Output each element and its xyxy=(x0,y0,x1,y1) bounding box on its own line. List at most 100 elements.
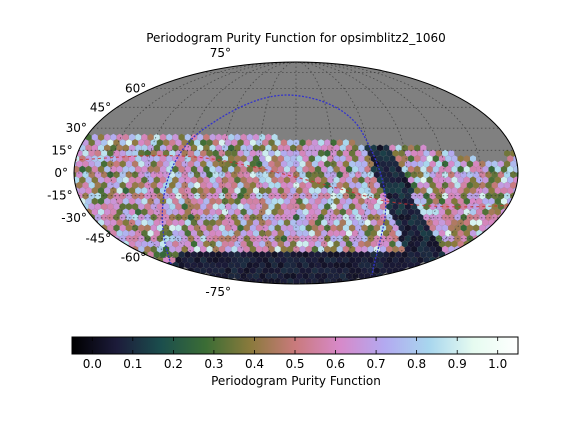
map-cell xyxy=(200,203,207,211)
map-cell xyxy=(299,139,306,147)
map-cell xyxy=(249,256,256,264)
map-cell xyxy=(274,203,281,211)
map-cell xyxy=(349,267,356,275)
map-cell xyxy=(132,149,139,157)
map-cell xyxy=(104,197,111,205)
map-cell xyxy=(308,251,315,259)
map-cell xyxy=(302,229,309,237)
map-cell xyxy=(107,224,114,232)
map-cell xyxy=(101,203,108,211)
map-cell xyxy=(445,165,452,173)
map-cell xyxy=(191,229,197,237)
map-cell xyxy=(296,187,303,195)
map-cell xyxy=(302,272,309,280)
map-cell xyxy=(98,165,104,173)
map-cell xyxy=(212,139,219,147)
map-cell xyxy=(448,149,455,157)
map-cell xyxy=(271,197,278,205)
map-cell xyxy=(243,139,250,147)
map-cell xyxy=(287,171,294,179)
map-cell xyxy=(110,187,117,195)
map-cell xyxy=(383,251,390,259)
map-cell xyxy=(206,160,213,168)
map-cell xyxy=(445,155,452,163)
map-cell xyxy=(311,203,318,211)
map-cell xyxy=(355,267,362,275)
map-cell xyxy=(122,176,129,184)
map-cell xyxy=(153,240,160,248)
map-cell xyxy=(432,176,439,184)
map-cell xyxy=(432,155,439,163)
map-cell xyxy=(476,208,483,216)
map-cell xyxy=(327,261,334,269)
map-cell xyxy=(318,224,325,232)
map-cell xyxy=(104,208,111,216)
map-cell xyxy=(355,160,362,168)
map-cell xyxy=(398,213,405,221)
map-cell xyxy=(138,192,145,200)
map-cell xyxy=(414,155,421,163)
map-cell xyxy=(439,229,445,237)
map-cell xyxy=(197,197,204,205)
map-cell xyxy=(463,197,470,205)
map-cell xyxy=(156,213,163,221)
map-cell xyxy=(318,192,325,200)
map-cell xyxy=(318,213,325,221)
map-cell xyxy=(355,171,362,179)
map-cell xyxy=(330,203,337,211)
map-cell xyxy=(194,181,201,189)
map-cell xyxy=(336,213,343,221)
map-cell xyxy=(318,139,325,147)
map-cell xyxy=(370,240,377,248)
map-cell xyxy=(327,144,334,152)
map-cell xyxy=(107,171,114,179)
map-cell xyxy=(91,187,98,195)
map-cell xyxy=(358,272,365,280)
map-cell xyxy=(494,176,501,184)
map-cell xyxy=(321,240,328,248)
map-cell xyxy=(383,155,390,163)
map-cell xyxy=(240,208,247,216)
map-cell xyxy=(305,192,312,200)
map-cell xyxy=(386,245,393,253)
map-cell xyxy=(454,192,461,200)
map-cell xyxy=(184,208,191,216)
map-cell xyxy=(240,261,247,269)
map-cell xyxy=(218,256,225,264)
map-cell xyxy=(147,133,154,141)
map-cell xyxy=(234,229,241,237)
map-cell xyxy=(156,160,163,168)
map-cell xyxy=(110,197,117,205)
map-cell xyxy=(315,208,321,216)
map-cell xyxy=(333,219,340,227)
map-cell xyxy=(383,176,390,184)
map-cell xyxy=(203,197,210,205)
map-cell xyxy=(125,139,132,147)
map-cell xyxy=(296,144,303,152)
map-cell xyxy=(268,267,275,275)
map-cell xyxy=(448,235,455,243)
map-cell xyxy=(206,192,213,200)
map-cell xyxy=(392,224,399,232)
map-cell xyxy=(274,149,281,157)
map-cell xyxy=(178,251,185,259)
map-cell xyxy=(138,245,145,253)
map-cell xyxy=(231,171,238,179)
map-cell xyxy=(417,160,424,168)
map-cell xyxy=(470,165,476,173)
map-cell xyxy=(144,203,151,211)
map-cell xyxy=(420,219,427,227)
map-cell xyxy=(367,245,374,253)
map-cell xyxy=(259,155,266,163)
map-cell xyxy=(488,208,495,216)
map-cell xyxy=(324,203,331,211)
map-cell xyxy=(181,160,188,168)
map-cell xyxy=(212,235,219,243)
map-cell xyxy=(352,229,359,237)
map-cell xyxy=(411,224,418,232)
map-cell xyxy=(249,160,256,168)
map-cell xyxy=(367,256,374,264)
map-cell xyxy=(125,224,132,232)
map-cell xyxy=(302,208,309,216)
map-cell xyxy=(370,144,377,152)
